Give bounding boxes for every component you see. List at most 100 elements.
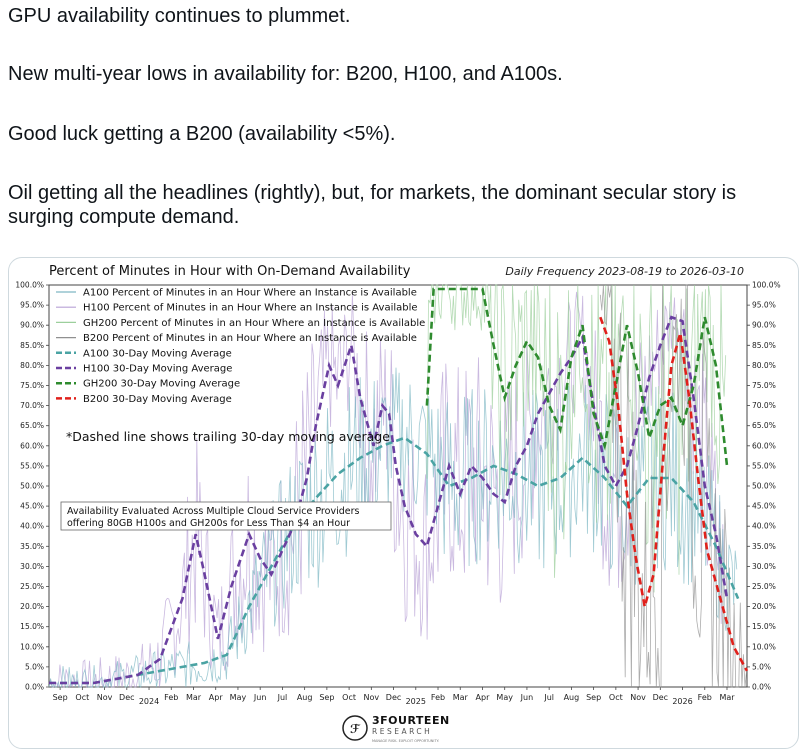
y-tick-label-right: 15.0% xyxy=(752,622,776,631)
y-tick-label-right: 0.0% xyxy=(752,683,771,692)
x-tick-label: Oct xyxy=(75,693,89,702)
tweet-paragraph: Good luck getting a B200 (availability <… xyxy=(8,123,396,145)
y-tick-label-right: 95.0% xyxy=(752,301,776,310)
y-tick-label-left: 55.0% xyxy=(20,461,44,470)
y-tick-label-left: 10.0% xyxy=(20,642,44,651)
brand-logo: ℱ 3FOURTEEN RESEARCH MANAGE RISK. EXPLOI… xyxy=(342,714,450,743)
x-tick-label: May xyxy=(230,693,247,702)
y-tick-label-right: 60.0% xyxy=(752,441,776,450)
x-tick-label: Oct xyxy=(609,693,623,702)
y-tick-label-right: 10.0% xyxy=(752,642,776,651)
tweet-paragraph: Oil getting all the headlines (rightly),… xyxy=(8,182,737,228)
y-axis-right: 0.0% 5.0% 10.0% 15.0% 20.0% 25.0% 30.0% 35.0% 40… xyxy=(747,281,781,692)
chart-image-card[interactable]: Percent of Minutes in Hour with On-Deman… xyxy=(8,257,799,749)
note-box: Availability Evaluated Across Multiple C… xyxy=(60,501,392,531)
note-line-2: offering 80GB H100s and GH200s for Less … xyxy=(67,518,350,529)
x-tick-label: Nov xyxy=(364,693,380,702)
availability-chart: Percent of Minutes in Hour with On-Deman… xyxy=(15,264,781,743)
y-tick-label-left: 0.0% xyxy=(25,683,44,692)
x-tick-label: Apr xyxy=(476,693,491,702)
legend-label: B200 Percent of Minutes in an Hour Where… xyxy=(83,333,417,344)
y-tick-label-left: 15.0% xyxy=(20,622,44,631)
raw-series-line xyxy=(599,284,747,688)
x-axis: Sep Oct Nov Dec 2024 Feb Mar Apr May Jun Jul Aug Sep… xyxy=(53,687,735,706)
chart-title: Percent of Minutes in Hour with On-Deman… xyxy=(49,264,411,279)
moving-average-group xyxy=(49,287,749,685)
x-tick-label: Jun xyxy=(520,693,534,702)
x-tick-label: Nov xyxy=(97,693,113,702)
dashed-line-annotation: *Dashed line shows trailing 30-day movin… xyxy=(66,429,390,444)
y-tick-label-left: 80.0% xyxy=(20,361,44,370)
x-tick-label: Aug xyxy=(564,693,580,702)
x-tick-label: Mar xyxy=(186,693,202,702)
x-tick-label: Dec xyxy=(653,693,668,702)
moving-average-line xyxy=(425,287,729,467)
y-tick-label-right: 5.0% xyxy=(752,662,771,671)
y-tick-label-left: 70.0% xyxy=(20,401,44,410)
x-tick-label: 2026 xyxy=(672,697,692,706)
y-axis-left: 0.0% 5.0% 10.0% 15.0% 20.0% 25.0% 30.0% 35.0% 40… xyxy=(15,281,49,692)
chart-subtitle: Daily Frequency 2023-08-19 to 2026-03-10 xyxy=(505,265,744,278)
x-tick-label: Feb xyxy=(164,693,178,702)
legend-label: A100 Percent of Minutes in an Hour Where… xyxy=(83,288,417,299)
legend: A100 Percent of Minutes in an Hour Where… xyxy=(56,288,425,405)
y-tick-label-left: 5.0% xyxy=(25,662,44,671)
legend-label: GH200 Percent of Minutes in an Hour Wher… xyxy=(83,318,425,329)
y-tick-label-left: 25.0% xyxy=(20,582,44,591)
moving-average-line xyxy=(49,436,740,685)
y-tick-label-left: 30.0% xyxy=(20,562,44,571)
x-tick-label: Dec xyxy=(386,693,401,702)
y-tick-label-left: 100.0% xyxy=(15,281,44,290)
x-tick-label: Dec xyxy=(119,693,134,702)
y-tick-label-right: 50.0% xyxy=(752,482,776,491)
legend-label: H100 30-Day Moving Average xyxy=(83,364,232,375)
x-tick-label: Nov xyxy=(630,693,646,702)
y-tick-label-left: 90.0% xyxy=(20,321,44,330)
brand-mark-icon xyxy=(342,715,368,741)
y-tick-label-right: 35.0% xyxy=(752,542,776,551)
y-tick-label-right: 90.0% xyxy=(752,321,776,330)
y-tick-label-left: 40.0% xyxy=(20,522,44,531)
x-tick-label: Jul xyxy=(543,693,554,702)
x-tick-label: Sep xyxy=(319,693,334,702)
legend-label: A100 30-Day Moving Average xyxy=(83,348,232,359)
y-tick-label-left: 20.0% xyxy=(20,602,44,611)
y-tick-label-right: 75.0% xyxy=(752,381,776,390)
y-tick-label-right: 80.0% xyxy=(752,361,776,370)
x-tick-label: Sep xyxy=(53,693,68,702)
y-tick-label-left: 50.0% xyxy=(20,482,44,491)
x-tick-label: Oct xyxy=(342,693,356,702)
y-tick-label-left: 65.0% xyxy=(20,421,44,430)
legend-label: H100 Percent of Minutes in an Hour Where… xyxy=(83,303,418,314)
raw-series-line xyxy=(48,367,738,688)
brand-tagline: MANAGE RISK. EXPLOIT OPPORTUNITY. xyxy=(372,739,440,743)
y-tick-label-left: 95.0% xyxy=(20,301,44,310)
y-tick-label-right: 85.0% xyxy=(752,341,776,350)
y-tick-label-left: 45.0% xyxy=(20,502,44,511)
y-tick-label-left: 35.0% xyxy=(20,542,44,551)
x-tick-label: Feb xyxy=(698,693,712,702)
svg-text:ℱ: ℱ xyxy=(350,722,361,736)
note-line-1: Availability Evaluated Across Multiple C… xyxy=(67,506,359,517)
y-tick-label-left: 85.0% xyxy=(20,341,44,350)
x-tick-label: Feb xyxy=(431,693,445,702)
legend-label: GH200 30-Day Moving Average xyxy=(83,379,240,390)
legend-label: B200 30-Day Moving Average xyxy=(83,394,232,405)
x-tick-label: 2024 xyxy=(139,697,159,706)
x-tick-label: Sep xyxy=(586,693,601,702)
y-tick-label-right: 100.0% xyxy=(752,281,781,290)
brand-name: 3FOURTEEN xyxy=(372,714,450,727)
brand-sub: RESEARCH xyxy=(372,727,432,736)
x-tick-label: May xyxy=(496,693,513,702)
moving-average-line xyxy=(49,315,729,685)
y-tick-label-right: 70.0% xyxy=(752,401,776,410)
y-tick-label-right: 40.0% xyxy=(752,522,776,531)
x-tick-label: Mar xyxy=(719,693,735,702)
y-tick-label-right: 65.0% xyxy=(752,421,776,430)
x-tick-label: Jun xyxy=(253,693,267,702)
y-tick-label-left: 75.0% xyxy=(20,381,44,390)
y-tick-label-right: 45.0% xyxy=(752,502,776,511)
raw-series-line xyxy=(426,284,727,593)
y-tick-label-right: 55.0% xyxy=(752,461,776,470)
tweet-paragraph: GPU availability continues to plummet. xyxy=(8,5,351,27)
